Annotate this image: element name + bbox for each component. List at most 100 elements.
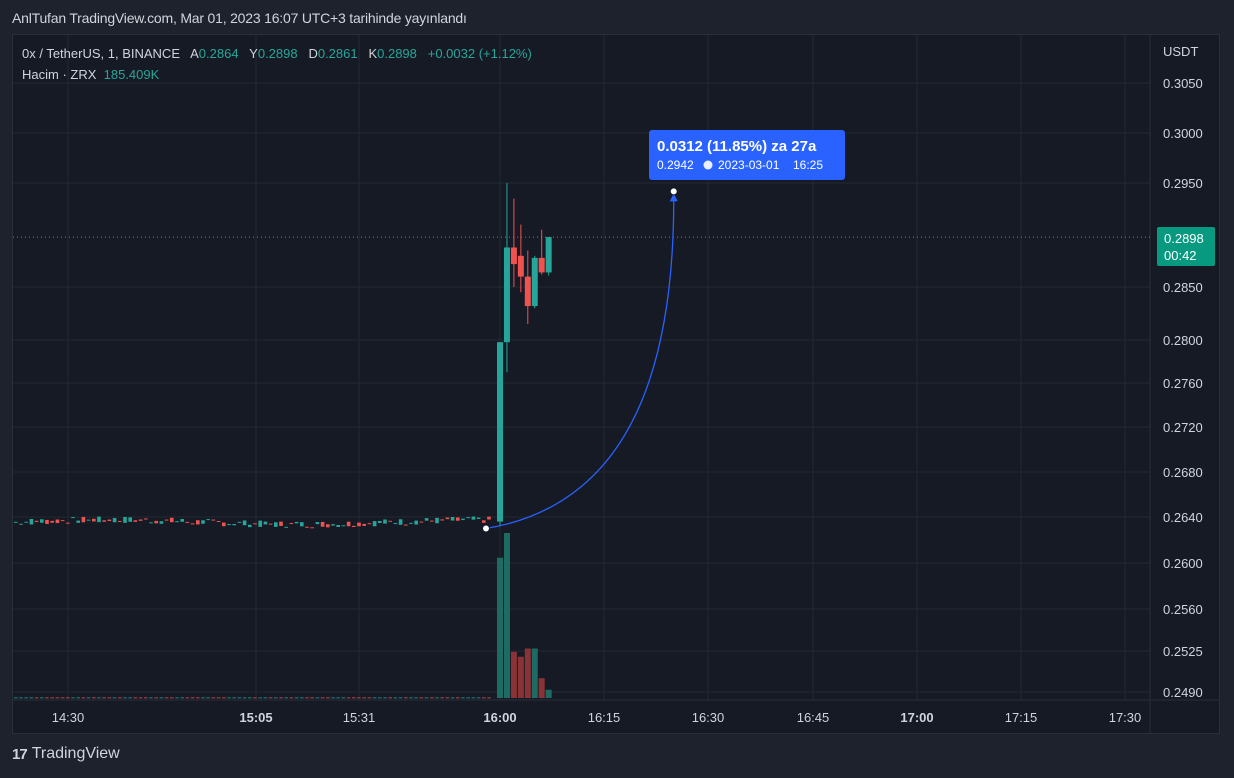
flat-volume-bar bbox=[341, 697, 346, 699]
candle-body bbox=[531, 257, 538, 307]
flat-candle bbox=[45, 519, 49, 524]
flat-candle bbox=[336, 524, 340, 527]
flat-volume-bar bbox=[128, 697, 132, 699]
flat-volume-bar bbox=[60, 697, 65, 699]
flat-volume-bar bbox=[445, 697, 450, 699]
flat-volume-bar bbox=[133, 697, 138, 699]
flat-candle bbox=[383, 519, 387, 524]
flat-volume-bar bbox=[398, 697, 403, 699]
flat-volume-bar bbox=[81, 697, 86, 699]
candle-body bbox=[497, 342, 503, 522]
flat-candle bbox=[92, 518, 96, 522]
flat-volume-bar bbox=[461, 697, 465, 699]
price-tick: 0.2720 bbox=[1163, 420, 1203, 435]
flat-candle bbox=[419, 521, 424, 523]
flat-candle bbox=[471, 516, 476, 520]
candles bbox=[497, 183, 552, 527]
flat-candle bbox=[440, 519, 444, 521]
flat-volume-bar bbox=[284, 697, 288, 699]
flat-volume-bar bbox=[86, 697, 91, 699]
flat-candle bbox=[279, 521, 283, 527]
price-tick: 0.2800 bbox=[1163, 333, 1203, 348]
candle-body bbox=[510, 247, 517, 265]
flat-volume-bar bbox=[107, 697, 112, 699]
volume-bar bbox=[503, 533, 510, 698]
flat-candle bbox=[107, 519, 112, 522]
time-tick: 17:30 bbox=[1109, 710, 1142, 725]
tradingview-logo-icon: 17 bbox=[12, 745, 28, 763]
clock-icon bbox=[703, 160, 713, 170]
flat-candle bbox=[268, 523, 273, 525]
flat-volume-bar bbox=[258, 697, 262, 699]
flat-volume-bar bbox=[440, 697, 444, 699]
flat-candle bbox=[170, 517, 174, 523]
time-tick: 16:00 bbox=[483, 710, 516, 725]
flat-volume-bar bbox=[346, 697, 351, 699]
flat-volume-bar bbox=[19, 697, 23, 699]
flat-volume-bar bbox=[419, 697, 424, 699]
flat-candle bbox=[341, 525, 346, 527]
flat-candle bbox=[86, 519, 91, 521]
flat-volume-bar bbox=[279, 697, 283, 699]
flat-candle bbox=[393, 523, 398, 525]
flat-volume-bar bbox=[196, 697, 200, 699]
candle-body bbox=[503, 247, 510, 343]
legend-volume-value: 185.409K bbox=[103, 67, 160, 82]
legend-ohlc: 0x / TetherUS, 1, BINANCE A0.2864 Y0.289… bbox=[22, 46, 532, 61]
tradingview-logo[interactable]: 17 TradingView bbox=[12, 745, 120, 763]
flat-volume-bar bbox=[404, 697, 408, 699]
flat-candle bbox=[190, 523, 195, 525]
flat-candle bbox=[482, 520, 486, 523]
flat-candle bbox=[346, 521, 351, 527]
volume-bar bbox=[531, 648, 538, 698]
flat-candle bbox=[398, 519, 403, 525]
tradingview-logo-text: TradingView bbox=[31, 745, 120, 762]
flat-volume-bar bbox=[55, 697, 60, 699]
flat-candle bbox=[414, 520, 418, 525]
projection-label[interactable]: 0.0312 (11.85%) za 27a 0.2942 2023-03-01… bbox=[649, 130, 845, 180]
last-price-badge: 0.2898 00:42 bbox=[1157, 227, 1215, 266]
legend-high: 0.2898 bbox=[257, 46, 298, 61]
flat-volume-bar bbox=[201, 697, 205, 699]
projection-curve bbox=[485, 199, 675, 530]
flat-volume-bar bbox=[248, 697, 252, 699]
flat-candle bbox=[242, 520, 247, 526]
flat-volume-bar bbox=[92, 697, 96, 699]
flat-volume-bar bbox=[310, 697, 314, 699]
flat-candle bbox=[14, 521, 18, 523]
volume-bar bbox=[517, 656, 524, 698]
candle-body bbox=[517, 255, 524, 277]
flat-volume-bar bbox=[305, 697, 309, 699]
flat-candle bbox=[19, 523, 23, 525]
flat-candle bbox=[430, 520, 434, 522]
flat-candle bbox=[461, 518, 465, 521]
flat-volume-bar bbox=[40, 697, 44, 699]
flat-volume-bar bbox=[227, 697, 231, 699]
flat-volume-bar bbox=[29, 697, 34, 699]
flat-volume-bar bbox=[336, 697, 340, 699]
flat-candle bbox=[133, 520, 138, 522]
flat-candle bbox=[29, 518, 34, 525]
flat-volume-bar bbox=[471, 697, 476, 699]
volume-bar bbox=[497, 557, 503, 698]
legend-volume: Hacim · ZRX 185.409K bbox=[22, 67, 159, 82]
flat-volume-bar bbox=[253, 697, 257, 699]
flat-volume-bar bbox=[294, 697, 299, 699]
flat-volume-bar bbox=[320, 697, 325, 699]
volume-bar bbox=[524, 648, 531, 698]
flat-volume-bar bbox=[102, 697, 106, 699]
projection-time: 16:25 bbox=[793, 158, 823, 172]
flat-volume-bar bbox=[435, 697, 439, 699]
flat-volume-bar bbox=[170, 697, 174, 699]
flat-candle bbox=[123, 517, 127, 523]
flat-volume-bar bbox=[393, 697, 398, 699]
flat-candle bbox=[144, 518, 148, 520]
chart-frame[interactable] bbox=[12, 34, 1220, 734]
time-tick: 15:05 bbox=[239, 710, 272, 725]
flat-candle bbox=[367, 523, 372, 525]
flat-candle bbox=[211, 519, 216, 521]
flat-candle bbox=[196, 520, 200, 525]
flat-candle bbox=[300, 522, 304, 527]
flat-volume-bar bbox=[76, 697, 80, 699]
